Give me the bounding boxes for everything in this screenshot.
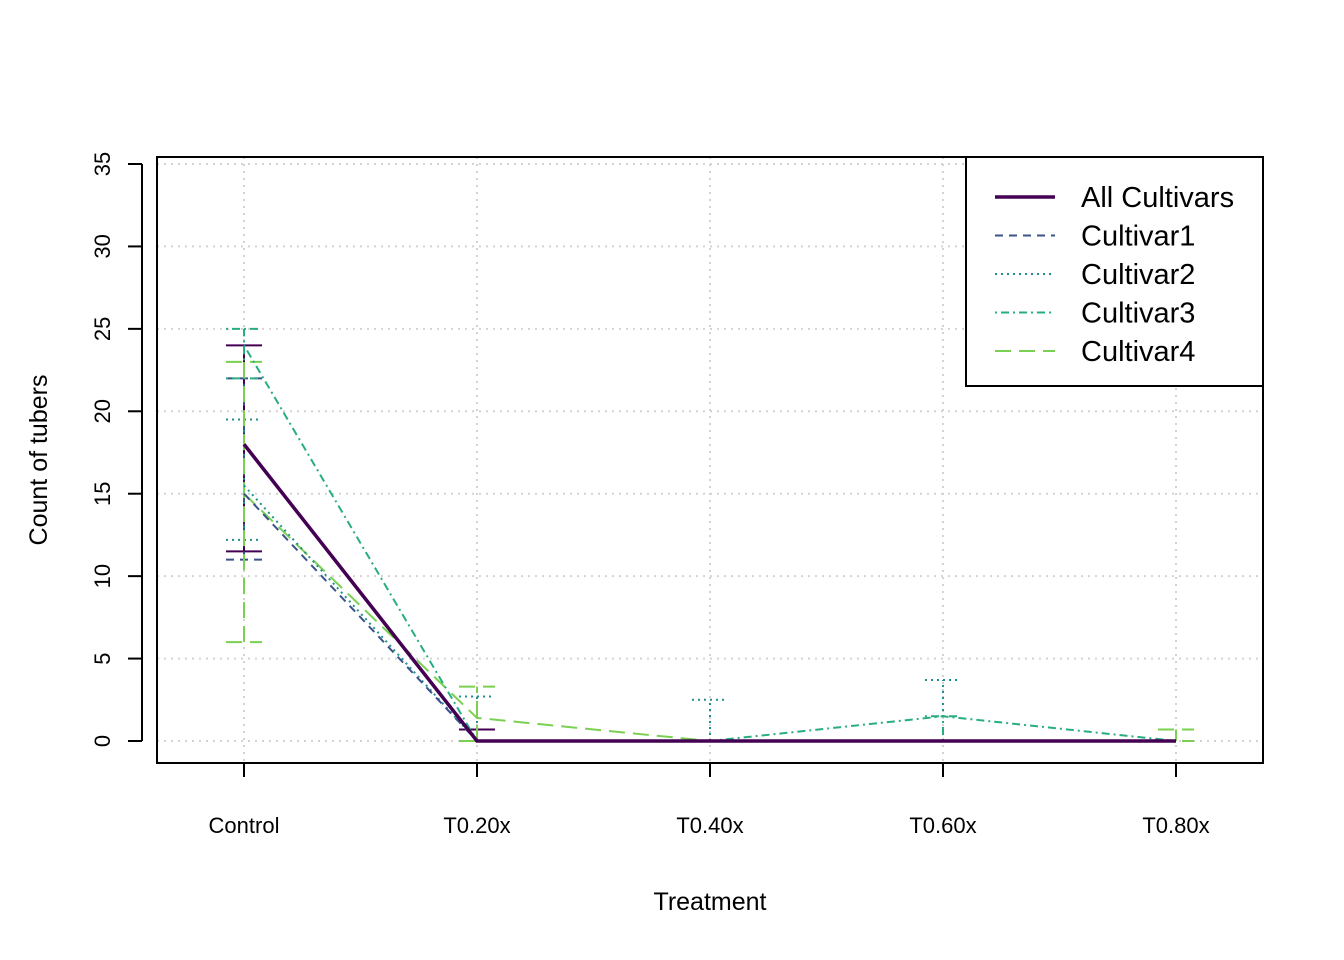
y-tick-label: 20 [90,399,115,423]
grid [157,157,1263,763]
error-bar [226,360,262,644]
series-lines [242,344,1177,743]
legend: All Cultivars Cultivar1 Cultivar2 Cultivar3… [965,156,1264,387]
y-tick-label: 15 [90,481,115,505]
y-tick-label: 5 [90,652,115,664]
x-axis: Control T0.20x T0.40x T0.60x T0.80x [209,762,1210,838]
legend-label: All Cultivars [1081,182,1234,214]
error-bar [692,698,728,742]
y-tick-label: 25 [90,317,115,341]
legend-box [965,156,1264,387]
series-line [242,443,1176,743]
x-axis-title: Treatment [653,888,766,916]
error-bar [459,685,495,742]
y-tick-label: 30 [90,234,115,258]
x-tick-label: T0.60x [909,813,976,838]
error-bars [226,327,1194,742]
x-tick-label: T0.20x [443,813,510,838]
legend-label: Cultivar4 [1081,336,1195,368]
legend-label: Cultivar1 [1081,221,1195,253]
x-tick-label: T0.40x [676,813,743,838]
x-tick-label: T0.80x [1142,813,1209,838]
legend-label: Cultivar3 [1081,298,1195,330]
legend-label: Cultivar2 [1081,259,1195,291]
y-tick-label: 10 [90,564,115,588]
error-bar [925,715,961,742]
y-tick-label: 35 [90,152,115,176]
y-axis-title: Count of tubers [25,375,53,546]
y-tick-label: 0 [90,735,115,747]
y-axis: 0 5 10 15 20 25 30 35 [90,152,143,747]
x-tick-label: Control [209,813,280,838]
